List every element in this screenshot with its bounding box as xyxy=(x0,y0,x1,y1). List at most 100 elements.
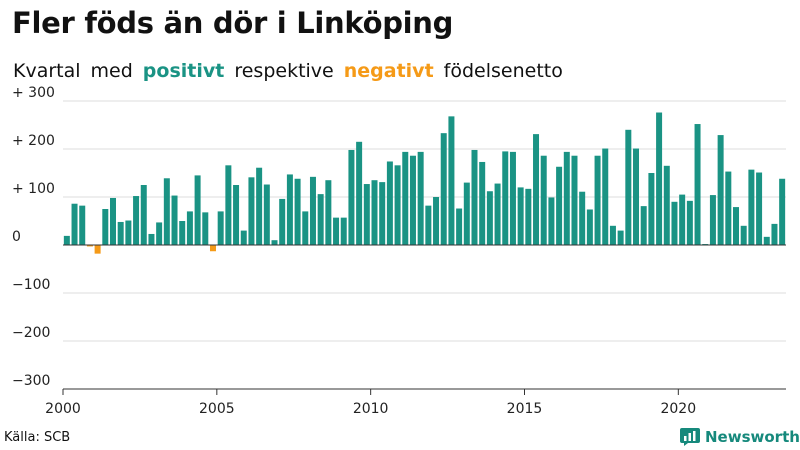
bar xyxy=(248,177,255,245)
x-tick-label: 2000 xyxy=(45,401,81,417)
bar xyxy=(317,194,324,245)
bar xyxy=(756,172,763,245)
bar xyxy=(448,116,455,245)
x-tick-label: 2005 xyxy=(199,401,235,417)
bar xyxy=(633,148,640,245)
bar xyxy=(502,151,509,245)
bar xyxy=(279,198,286,245)
bar xyxy=(471,149,478,245)
bar xyxy=(717,135,724,245)
y-tick-label: 0 xyxy=(12,229,21,245)
bar xyxy=(263,184,270,245)
bar xyxy=(494,183,501,245)
bar xyxy=(571,155,578,245)
bar xyxy=(102,209,109,245)
bar xyxy=(194,175,201,245)
bar xyxy=(125,220,132,245)
x-tick-label: 2010 xyxy=(353,401,389,417)
bar xyxy=(686,200,693,245)
chart-title: Fler föds än dör i Linköping xyxy=(12,6,454,40)
bar xyxy=(725,171,732,245)
y-tick-label: −100 xyxy=(12,277,50,293)
bar xyxy=(640,206,647,245)
bar xyxy=(433,197,440,245)
bar xyxy=(217,211,224,245)
bar xyxy=(779,178,786,245)
bar xyxy=(202,212,209,245)
bar xyxy=(348,149,355,245)
bar xyxy=(379,182,386,245)
bar xyxy=(740,225,747,245)
bar xyxy=(186,211,193,245)
chart-subtitle: Kvartal med positivt respektive negativt föde… xyxy=(13,60,573,82)
y-tick-label: + 300 xyxy=(12,85,55,101)
bar xyxy=(286,174,293,245)
bar xyxy=(417,151,424,245)
bar xyxy=(340,217,347,245)
bar xyxy=(648,173,655,245)
bar xyxy=(148,233,155,245)
subtitle-text: respektive xyxy=(234,60,334,82)
bar xyxy=(256,167,263,245)
source-note: Källa: SCB xyxy=(4,430,71,445)
bar xyxy=(333,217,340,245)
bar xyxy=(479,161,486,245)
bar xyxy=(163,178,170,245)
bar xyxy=(294,178,301,245)
bar xyxy=(656,112,663,246)
bar-chart-icon xyxy=(680,428,700,446)
brand-name: Newsworthy xyxy=(705,428,800,446)
bar xyxy=(117,221,124,245)
subtitle-negative-word: negativt xyxy=(343,60,434,82)
bar xyxy=(79,205,86,245)
bar xyxy=(517,187,524,245)
bar xyxy=(386,161,393,245)
bar xyxy=(179,221,186,245)
bar xyxy=(394,165,401,245)
bar xyxy=(171,195,178,245)
x-tick-label: 2020 xyxy=(660,401,696,417)
bar xyxy=(556,166,563,245)
x-tick-label: 2015 xyxy=(507,401,543,417)
bar xyxy=(86,245,93,247)
bar xyxy=(109,197,116,245)
bar xyxy=(325,180,332,245)
bar xyxy=(140,185,147,245)
subtitle-text: med xyxy=(90,60,133,82)
bar xyxy=(509,151,516,245)
bar xyxy=(733,207,740,245)
bar xyxy=(409,155,416,245)
brand-logo: Newsworthy xyxy=(680,428,800,446)
bar xyxy=(356,141,363,245)
subtitle-text: födelsenetto xyxy=(443,60,563,82)
bar xyxy=(71,203,78,245)
bar xyxy=(271,240,278,245)
bar xyxy=(763,236,770,245)
bar xyxy=(440,133,447,245)
y-tick-label: + 100 xyxy=(12,181,55,197)
bar xyxy=(94,245,101,254)
bar xyxy=(425,205,432,245)
subtitle-text: Kvartal xyxy=(13,60,81,82)
bar xyxy=(456,208,463,245)
bar xyxy=(609,225,616,245)
bar xyxy=(486,191,493,245)
y-tick-label: −300 xyxy=(12,373,50,389)
bar xyxy=(309,176,316,245)
bar xyxy=(617,230,624,245)
bar xyxy=(240,230,247,245)
bar xyxy=(133,196,140,245)
bar xyxy=(709,195,716,245)
bar xyxy=(594,155,601,245)
bar xyxy=(694,124,701,245)
subtitle-positive-word: positivt xyxy=(142,60,225,82)
y-tick-label: + 200 xyxy=(12,133,55,149)
bar xyxy=(63,235,70,245)
y-tick-label: −200 xyxy=(12,325,50,341)
bar xyxy=(579,191,586,245)
bar xyxy=(679,194,686,245)
bar xyxy=(671,201,678,245)
bar xyxy=(209,245,216,252)
bar xyxy=(463,182,470,245)
